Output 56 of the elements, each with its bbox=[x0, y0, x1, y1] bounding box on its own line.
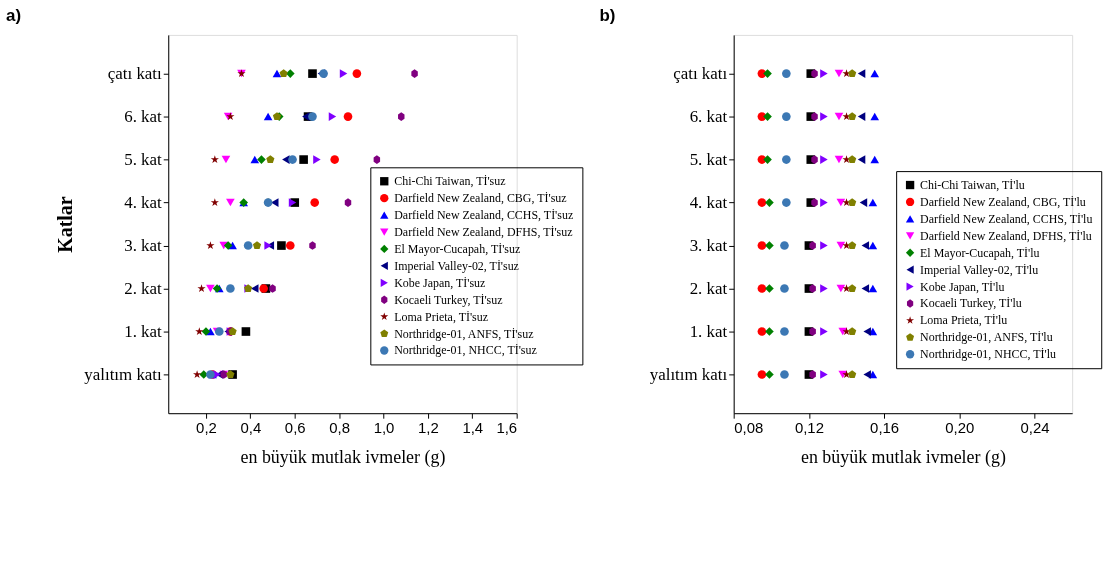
x-tick-label: 0,12 bbox=[794, 418, 824, 436]
x-tick-label: 0,8 bbox=[329, 418, 350, 436]
y-tick-label: 3. kat bbox=[689, 236, 728, 256]
x-tick-label: 0,20 bbox=[945, 418, 975, 436]
legend-label: Loma Prieta, Tİ'lu bbox=[920, 313, 1008, 328]
legend-label: Kobe Japan, Tİ'lu bbox=[920, 279, 1005, 294]
legend-label: El Mayor-Cucapah, Tİ'suz bbox=[394, 241, 521, 256]
legend-label: Darfield New Zealand, CCHS, Tİ'suz bbox=[394, 208, 574, 223]
y-tick-label: çatı katı bbox=[673, 64, 728, 84]
y-tick-label: 6. kat bbox=[124, 107, 163, 127]
y-tick-label: 5. kat bbox=[124, 150, 163, 170]
legend-label: Imperial Valley-02, Tİ'lu bbox=[920, 262, 1039, 277]
x-tick-label: 1,2 bbox=[418, 418, 439, 436]
legend-label: Darfield New Zealand, CBG, Tİ'suz bbox=[394, 191, 567, 206]
y-tick-label: 1. kat bbox=[124, 322, 163, 341]
y-tick-label: 3. kat bbox=[124, 236, 163, 256]
x-axis-title: en büyük mutlak ivmeler (g) bbox=[800, 447, 1006, 469]
legend-label: Darfield New Zealand, CCHS, Tİ'lu bbox=[920, 211, 1093, 226]
y-tick-label: 4. kat bbox=[124, 193, 163, 213]
legend-label: El Mayor-Cucapah, Tİ'lu bbox=[920, 245, 1040, 260]
legend-label: Imperial Valley-02, Tİ'suz bbox=[394, 258, 519, 273]
legend-label: Northridge-01, ANFS, Tİ'suz bbox=[394, 326, 534, 341]
x-tick-label: 1,0 bbox=[373, 418, 395, 436]
x-tick-label: 0,16 bbox=[870, 418, 900, 436]
y-tick-label: yalıtım katı bbox=[84, 364, 163, 384]
legend-label: Northridge-01, NHCC, Tİ'lu bbox=[920, 347, 1056, 362]
x-tick-label: 0,4 bbox=[240, 418, 262, 436]
legend-label: Loma Prieta, Tİ'suz bbox=[394, 309, 488, 324]
x-tick-label: 1,4 bbox=[462, 418, 484, 436]
legend-label: Northridge-01, ANFS, Tİ'lu bbox=[920, 330, 1053, 345]
legend-label: Kobe Japan, Tİ'suz bbox=[394, 275, 486, 290]
y-tick-label: 5. kat bbox=[689, 150, 728, 170]
x-tick-label: 0,24 bbox=[1020, 418, 1050, 436]
y-tick-label: 4. kat bbox=[689, 193, 728, 213]
x-tick-label: 0,08 bbox=[734, 418, 764, 436]
legend-label: Chi-Chi Taiwan, Tİ'lu bbox=[920, 178, 1025, 193]
y-tick-label: 6. kat bbox=[689, 107, 728, 127]
y-axis-title: Katlar bbox=[54, 196, 77, 253]
y-tick-label: 1. kat bbox=[689, 322, 728, 341]
legend-label: Darfield New Zealand, CBG, Tİ'lu bbox=[920, 194, 1086, 209]
legend-label: Northridge-01, NHCC, Tİ'suz bbox=[394, 343, 537, 358]
x-tick-label: 0,6 bbox=[284, 418, 306, 436]
legend-label: Darfield New Zealand, DFHS, Tİ'suz bbox=[394, 225, 573, 239]
legend-label: Darfield New Zealand, DFHS, Tİ'lu bbox=[920, 228, 1092, 243]
y-tick-label: çatı katı bbox=[107, 64, 163, 84]
x-tick-label: 1,6 bbox=[496, 418, 518, 436]
y-tick-label: yalıtım katı bbox=[649, 364, 728, 384]
text: a) bbox=[6, 5, 22, 25]
y-tick-label: 2. kat bbox=[689, 279, 728, 299]
legend-label: Kocaeli Turkey, Tİ'suz bbox=[394, 292, 503, 307]
x-axis-title: en büyük mutlak ivmeler (g) bbox=[240, 447, 446, 469]
legend-label: Chi-Chi Taiwan, Tİ'suz bbox=[394, 174, 506, 189]
x-tick-label: 0,2 bbox=[196, 418, 217, 436]
y-tick-label: 2. kat bbox=[124, 279, 163, 299]
legend-label: Kocaeli Turkey, Tİ'lu bbox=[920, 296, 1022, 311]
chart-title: b) bbox=[599, 5, 616, 25]
